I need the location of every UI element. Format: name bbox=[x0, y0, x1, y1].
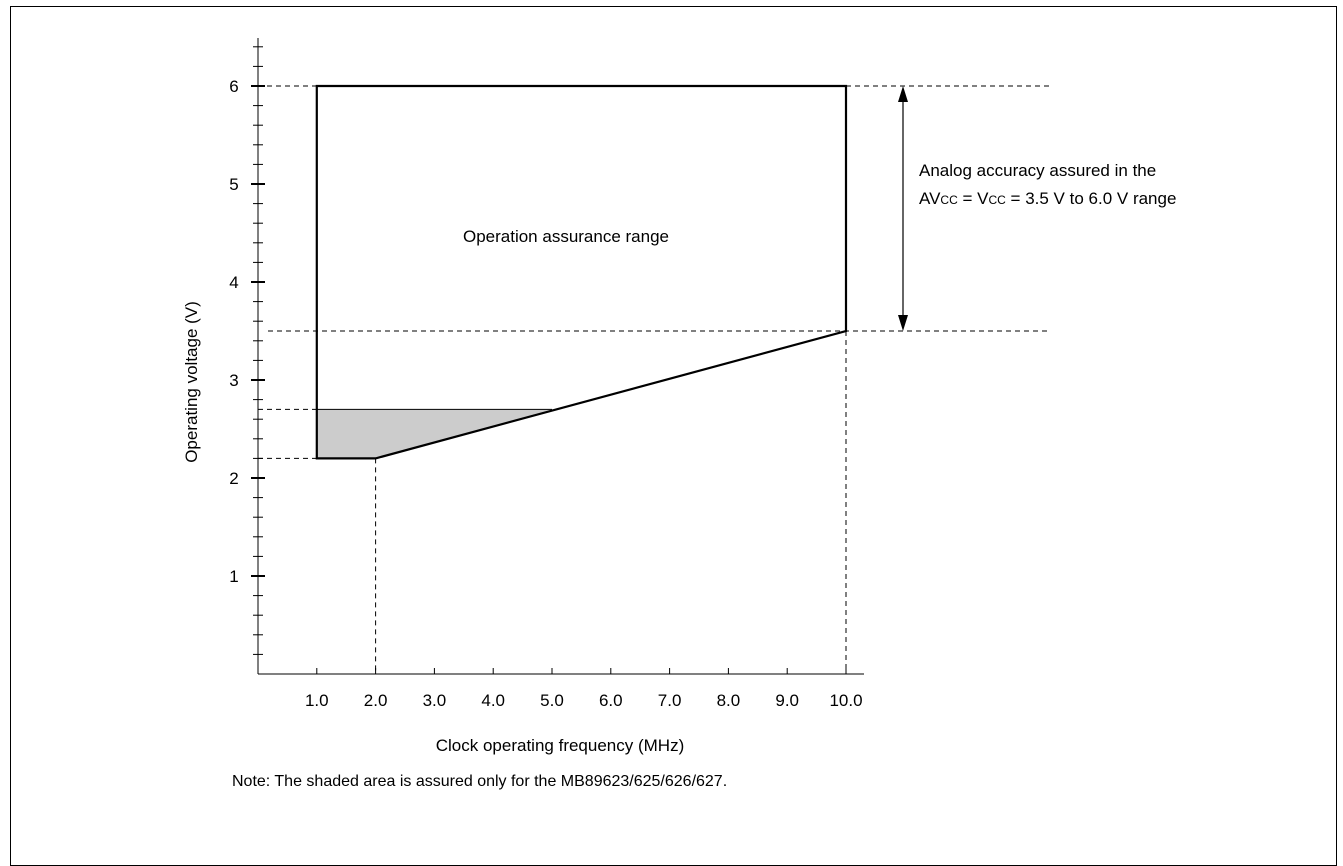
annotation-vcc-subscript: CC bbox=[988, 193, 1006, 207]
range-label: Operation assurance range bbox=[463, 227, 669, 246]
accuracy-arrow-head-bottom bbox=[898, 315, 908, 331]
x-tick-label: 10.0 bbox=[829, 691, 862, 710]
x-tick-label: 6.0 bbox=[599, 691, 623, 710]
x-tick-label: 2.0 bbox=[364, 691, 388, 710]
y-tick-label: 4 bbox=[229, 273, 238, 292]
annotation-line-2: AVCC = VCC = 3.5 V to 6.0 V range bbox=[919, 189, 1176, 208]
y-tick-label: 3 bbox=[229, 371, 238, 390]
x-tick-label: 7.0 bbox=[658, 691, 682, 710]
x-axis-label: Clock operating frequency (MHz) bbox=[436, 736, 684, 755]
accuracy-arrow-head-top bbox=[898, 86, 908, 102]
x-tick-label: 9.0 bbox=[775, 691, 799, 710]
operation-range-outline bbox=[317, 86, 846, 458]
annotation-line-1: Analog accuracy assured in the bbox=[919, 161, 1156, 180]
shaded-region bbox=[317, 409, 552, 458]
x-tick-label: 8.0 bbox=[717, 691, 741, 710]
annotation-equals: = V bbox=[958, 189, 989, 208]
footnote: Note: The shaded area is assured only fo… bbox=[232, 773, 727, 790]
y-tick-label: 6 bbox=[229, 77, 238, 96]
x-tick-label: 5.0 bbox=[540, 691, 564, 710]
y-tick-label: 2 bbox=[229, 469, 238, 488]
annotation-av-subscript: CC bbox=[940, 193, 958, 207]
y-tick-label: 5 bbox=[229, 175, 238, 194]
voltage-frequency-chart: 1 2 3 4 5 6 1.0 2.0 3.0 4.0 5.0 6.0 7.0 8.0 9.0 10.0 Op… bbox=[0, 0, 1343, 845]
annotation-av: AV bbox=[919, 189, 941, 208]
y-tick-label: 1 bbox=[229, 567, 238, 586]
y-axis-label: Operating voltage (V) bbox=[182, 301, 201, 463]
x-tick-label: 4.0 bbox=[481, 691, 505, 710]
x-tick-label: 1.0 bbox=[305, 691, 329, 710]
x-tick-label: 3.0 bbox=[423, 691, 447, 710]
annotation-rest: = 3.5 V to 6.0 V range bbox=[1006, 189, 1177, 208]
